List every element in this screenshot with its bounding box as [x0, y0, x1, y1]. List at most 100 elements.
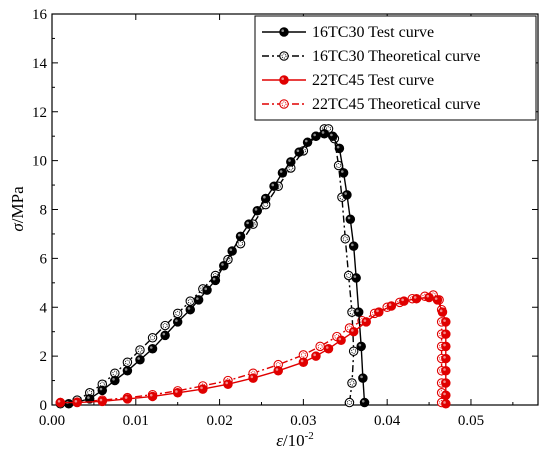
data-point: [358, 373, 368, 383]
y-tick-label: 12: [32, 105, 47, 121]
data-point: [441, 366, 451, 376]
data-point: [298, 357, 309, 367]
x-axis-symbol: ε: [276, 431, 283, 450]
legend: 16TC30 Test curve 16TC30 Theoretical curv…: [254, 15, 537, 121]
series-2: [55, 292, 451, 409]
series-1: [55, 124, 359, 409]
legend-entry: 22TC45 Theoretical curve: [262, 96, 481, 113]
data-point: [441, 378, 451, 388]
data-point: [441, 399, 451, 409]
data-point: [172, 317, 183, 327]
series-line: [60, 296, 447, 404]
y-tick-label: 8: [40, 203, 48, 219]
data-point: [219, 260, 229, 271]
y-tick-label: 4: [40, 300, 48, 316]
data-point: [344, 397, 355, 408]
series-line: [60, 294, 443, 404]
legend-label: 22TC45 Theoretical curve: [312, 96, 481, 113]
legend-marker: [279, 99, 289, 109]
data-point: [260, 193, 271, 204]
data-point: [356, 341, 366, 352]
data-point: [55, 397, 66, 408]
data-point: [135, 355, 145, 365]
y-axis-unit: /MPa: [8, 186, 27, 223]
data-point: [122, 357, 133, 367]
data-point: [277, 168, 288, 178]
data-point: [336, 335, 346, 345]
x-tick-label: 0.02: [206, 413, 232, 429]
data-point: [338, 168, 349, 178]
data-point: [172, 308, 183, 319]
data-point: [315, 341, 325, 352]
axis-ticks: 0.00 0.01 0.02 0.03 0.04 0.05 0 2 4 6 8 10 12 14 16: [32, 7, 538, 429]
legend-label: 16TC30 Theoretical curve: [312, 48, 481, 65]
data-point: [359, 397, 370, 408]
data-point: [432, 295, 443, 305]
data-point: [348, 346, 359, 356]
y-tick-label: 6: [40, 251, 48, 267]
data-point: [227, 246, 237, 256]
data-point: [210, 275, 221, 286]
data-point: [345, 214, 356, 225]
data-point: [441, 341, 451, 352]
data-point: [172, 388, 183, 398]
y-tick-label: 0: [40, 398, 48, 414]
data-point: [342, 190, 352, 200]
data-point: [110, 375, 120, 386]
data-point: [319, 128, 330, 139]
series-0: [64, 128, 370, 409]
legend-marker: [279, 51, 289, 61]
data-point: [302, 137, 313, 148]
data-point: [235, 231, 246, 242]
data-point: [361, 317, 371, 327]
x-tick-label: 0.05: [458, 413, 484, 429]
data-point: [147, 333, 158, 343]
data-point: [193, 295, 204, 305]
data-point: [160, 320, 170, 331]
data-point: [323, 344, 334, 354]
legend-entry: 16TC30 Theoretical curve: [262, 48, 481, 65]
data-point: [334, 143, 345, 154]
y-tick-label: 2: [40, 349, 48, 365]
x-tick-label: 0.00: [39, 413, 65, 429]
data-point: [269, 181, 279, 192]
legend-entry: 22TC45 Test curve: [262, 72, 434, 89]
data-point: [122, 394, 133, 404]
series-layer: [55, 124, 451, 409]
data-point: [340, 234, 351, 244]
data-point: [97, 396, 108, 407]
series-line: [60, 128, 355, 405]
data-point: [353, 307, 364, 317]
data-point: [147, 391, 158, 402]
data-point: [64, 399, 74, 409]
y-tick-label: 14: [32, 56, 48, 72]
data-point: [185, 296, 196, 306]
data-point: [441, 353, 451, 364]
x-tick-label: 0.01: [123, 413, 149, 429]
data-point: [286, 157, 296, 167]
data-point: [348, 241, 359, 251]
data-point: [351, 273, 361, 283]
data-point: [248, 373, 258, 383]
data-point: [185, 304, 196, 315]
x-tick-label: 0.04: [374, 413, 401, 429]
series-line: [68, 132, 366, 405]
data-point: [252, 205, 263, 216]
data-point: [411, 293, 422, 304]
data-point: [84, 394, 95, 404]
data-point: [441, 390, 451, 400]
data-point: [72, 397, 82, 408]
data-point: [347, 378, 357, 388]
data-point: [147, 344, 158, 354]
data-point: [374, 307, 384, 317]
legend-label: 16TC30 Test curve: [312, 24, 434, 41]
data-point: [327, 131, 338, 141]
legend-box: [254, 15, 537, 121]
data-point: [437, 307, 448, 317]
data-point: [424, 292, 434, 303]
data-point: [135, 345, 145, 355]
x-tick-label: 0.03: [290, 413, 316, 429]
legend-marker: [279, 27, 289, 37]
data-point: [386, 301, 397, 311]
data-point: [97, 385, 108, 396]
